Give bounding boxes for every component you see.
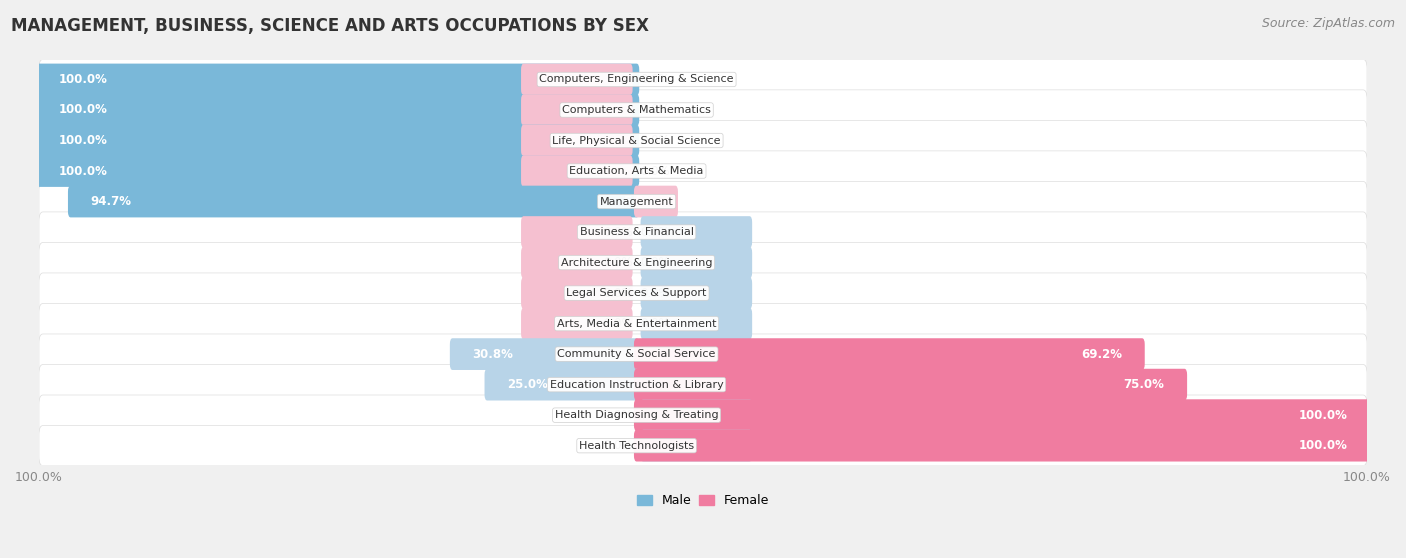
FancyBboxPatch shape	[39, 151, 1367, 191]
FancyBboxPatch shape	[641, 247, 752, 278]
FancyBboxPatch shape	[641, 216, 752, 248]
FancyBboxPatch shape	[37, 64, 640, 95]
Text: 100.0%: 100.0%	[1298, 408, 1347, 422]
Text: 0.0%: 0.0%	[603, 225, 633, 239]
Text: Business & Financial: Business & Financial	[579, 227, 693, 237]
Text: 0.0%: 0.0%	[641, 317, 671, 330]
FancyBboxPatch shape	[522, 277, 633, 309]
Text: Source: ZipAtlas.com: Source: ZipAtlas.com	[1261, 17, 1395, 30]
Text: 0.0%: 0.0%	[641, 256, 671, 269]
FancyBboxPatch shape	[39, 426, 1367, 466]
Text: 30.8%: 30.8%	[472, 348, 513, 360]
Text: Education Instruction & Library: Education Instruction & Library	[550, 379, 724, 389]
FancyBboxPatch shape	[522, 124, 633, 156]
Text: Architecture & Engineering: Architecture & Engineering	[561, 258, 713, 268]
Text: 100.0%: 100.0%	[59, 134, 108, 147]
Text: Computers, Engineering & Science: Computers, Engineering & Science	[540, 74, 734, 84]
Text: 0.0%: 0.0%	[641, 165, 671, 177]
Text: Legal Services & Support: Legal Services & Support	[567, 288, 707, 298]
FancyBboxPatch shape	[522, 307, 633, 339]
Text: 0.0%: 0.0%	[603, 408, 633, 422]
FancyBboxPatch shape	[37, 155, 640, 187]
FancyBboxPatch shape	[634, 186, 678, 218]
FancyBboxPatch shape	[39, 364, 1367, 405]
Text: 0.0%: 0.0%	[603, 317, 633, 330]
Text: 0.0%: 0.0%	[603, 256, 633, 269]
Text: MANAGEMENT, BUSINESS, SCIENCE AND ARTS OCCUPATIONS BY SEX: MANAGEMENT, BUSINESS, SCIENCE AND ARTS O…	[11, 17, 650, 35]
Text: 0.0%: 0.0%	[603, 287, 633, 300]
Text: Community & Social Service: Community & Social Service	[557, 349, 716, 359]
Text: 0.0%: 0.0%	[603, 439, 633, 452]
FancyBboxPatch shape	[450, 338, 640, 370]
FancyBboxPatch shape	[522, 247, 633, 278]
Text: Health Technologists: Health Technologists	[579, 441, 695, 451]
Text: 25.0%: 25.0%	[508, 378, 548, 391]
FancyBboxPatch shape	[39, 121, 1367, 161]
Text: 0.0%: 0.0%	[641, 134, 671, 147]
Text: Arts, Media & Entertainment: Arts, Media & Entertainment	[557, 319, 716, 329]
Text: 0.0%: 0.0%	[641, 287, 671, 300]
FancyBboxPatch shape	[485, 369, 640, 401]
Text: Management: Management	[600, 196, 673, 206]
Text: Health Diagnosing & Treating: Health Diagnosing & Treating	[555, 410, 718, 420]
FancyBboxPatch shape	[634, 338, 1144, 370]
Text: 0.0%: 0.0%	[641, 73, 671, 86]
FancyBboxPatch shape	[641, 277, 752, 309]
Text: 75.0%: 75.0%	[1123, 378, 1164, 391]
Text: 100.0%: 100.0%	[59, 103, 108, 117]
FancyBboxPatch shape	[634, 369, 1187, 401]
Text: 0.0%: 0.0%	[641, 103, 671, 117]
Text: Computers & Mathematics: Computers & Mathematics	[562, 105, 711, 115]
Text: 100.0%: 100.0%	[1298, 439, 1347, 452]
FancyBboxPatch shape	[522, 64, 633, 95]
Text: 94.7%: 94.7%	[90, 195, 132, 208]
Text: Education, Arts & Media: Education, Arts & Media	[569, 166, 704, 176]
Legend: Male, Female: Male, Female	[631, 489, 775, 512]
FancyBboxPatch shape	[39, 304, 1367, 344]
FancyBboxPatch shape	[37, 94, 640, 126]
Text: 0.0%: 0.0%	[641, 225, 671, 239]
FancyBboxPatch shape	[522, 155, 633, 187]
FancyBboxPatch shape	[39, 334, 1367, 374]
FancyBboxPatch shape	[39, 242, 1367, 283]
FancyBboxPatch shape	[634, 400, 1369, 431]
FancyBboxPatch shape	[522, 94, 633, 126]
FancyBboxPatch shape	[37, 124, 640, 156]
FancyBboxPatch shape	[39, 212, 1367, 252]
FancyBboxPatch shape	[634, 430, 1369, 461]
Text: 100.0%: 100.0%	[59, 73, 108, 86]
Text: 5.3%: 5.3%	[623, 195, 655, 208]
FancyBboxPatch shape	[641, 400, 752, 431]
FancyBboxPatch shape	[522, 216, 633, 248]
Text: 100.0%: 100.0%	[59, 165, 108, 177]
FancyBboxPatch shape	[39, 395, 1367, 435]
FancyBboxPatch shape	[641, 430, 752, 461]
Text: Life, Physical & Social Science: Life, Physical & Social Science	[553, 136, 721, 146]
FancyBboxPatch shape	[39, 273, 1367, 313]
Text: 69.2%: 69.2%	[1081, 348, 1122, 360]
FancyBboxPatch shape	[641, 307, 752, 339]
FancyBboxPatch shape	[39, 59, 1367, 100]
FancyBboxPatch shape	[67, 186, 640, 218]
FancyBboxPatch shape	[39, 90, 1367, 130]
FancyBboxPatch shape	[39, 181, 1367, 222]
